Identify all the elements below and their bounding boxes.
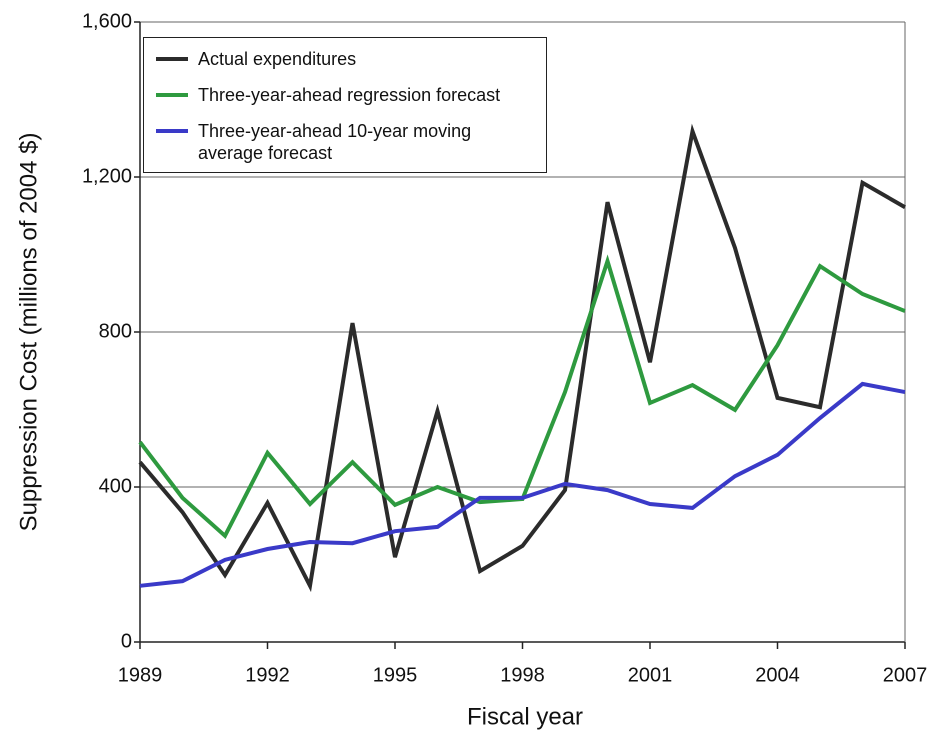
x-tick-label: 2007: [883, 664, 928, 686]
series-line: [138, 254, 906, 540]
y-tick-label: 1,600: [82, 10, 132, 32]
x-axis-title: Fiscal year: [467, 703, 583, 730]
series-line: [139, 381, 906, 588]
y-tick-label: 1,200: [82, 165, 132, 187]
legend-entry: Three-year-ahead regression forecast: [156, 84, 532, 106]
x-tick-label: 2001: [628, 664, 673, 686]
y-tick-label: 800: [99, 320, 132, 342]
legend-swatch: [156, 57, 188, 61]
legend-label: Three-year-ahead 10-year moving average …: [198, 121, 472, 163]
legend-entry: Actual expenditures: [156, 48, 532, 70]
x-tick-label: 1995: [373, 664, 418, 686]
y-tick-label: 400: [99, 475, 132, 497]
y-axis-title: Suppression Cost (millions of 2004 $): [15, 133, 42, 532]
legend-label: Three-year-ahead regression forecast: [198, 85, 501, 105]
y-tick-label: 0: [121, 630, 132, 652]
legend-label: Actual expenditures: [198, 49, 357, 69]
x-tick-label: 2004: [755, 664, 800, 686]
legend: Actual expenditures Three-year-ahead regr…: [143, 37, 547, 173]
legend-swatch: [156, 93, 188, 97]
x-tick-label: 1998: [500, 664, 545, 686]
legend-entry: Three-year-ahead 10-year moving average …: [156, 120, 532, 164]
legend-swatch: [156, 129, 188, 133]
series-line: [138, 123, 906, 593]
x-tick-label: 1989: [118, 664, 163, 686]
x-tick-label: 1992: [245, 664, 290, 686]
